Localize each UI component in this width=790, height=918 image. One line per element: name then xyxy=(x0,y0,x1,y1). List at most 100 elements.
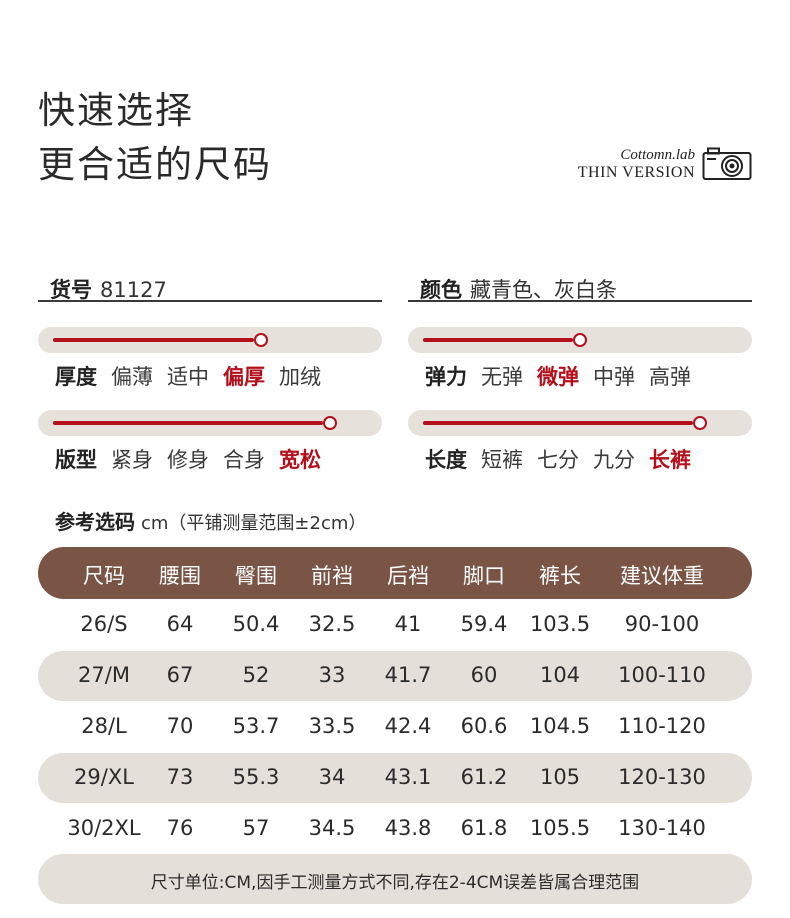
item-number-label: 货号 xyxy=(50,278,92,302)
attribute-options-1: 厚度 偏薄 适中 偏厚 加绒 xyxy=(55,361,335,391)
attribute-option-selected: 长裤 xyxy=(649,448,691,472)
table-cell: 34.5 xyxy=(308,816,356,840)
brand-name: Cottomn.lab xyxy=(620,147,695,163)
headline-line-1: 快速选择 xyxy=(38,89,194,132)
table-row: 28/L 70 53.7 33.5 42.4 60.6 104.5 110-120 xyxy=(0,702,790,752)
slider-fill xyxy=(423,338,573,342)
table-cell: 110-120 xyxy=(618,714,706,738)
attribute-title: 弹力 xyxy=(425,365,467,389)
size-table-header: 尺码 腰围 臀围 前裆 后裆 脚口 裤长 建议体重 xyxy=(38,547,752,599)
table-row: 26/S 64 50.4 32.5 41 59.4 103.5 90-100 xyxy=(0,600,790,650)
attribute-option-selected: 偏厚 xyxy=(223,365,265,389)
column-header: 裤长 xyxy=(539,564,581,588)
attribute-slider-4 xyxy=(408,410,752,436)
table-cell: 61.8 xyxy=(460,816,508,840)
headline-line-2: 更合适的尺码 xyxy=(38,143,272,186)
size-label-cell: 30/2XL xyxy=(67,816,141,840)
attribute-option: 短裤 xyxy=(481,448,523,472)
table-cell: 43.1 xyxy=(384,765,432,789)
table-cell: 52 xyxy=(242,663,270,687)
table-cell: 76 xyxy=(166,816,194,840)
table-cell: 32.5 xyxy=(308,612,356,636)
attribute-option-selected: 宽松 xyxy=(279,448,321,472)
attribute-option: 适中 xyxy=(167,365,209,389)
size-title-label: 参考选码 xyxy=(55,510,135,534)
attribute-option: 紧身 xyxy=(111,448,153,472)
table-row-stripe xyxy=(38,651,752,701)
attribute-slider-2 xyxy=(408,327,752,353)
table-row-stripe xyxy=(38,753,752,803)
table-cell: 57 xyxy=(242,816,270,840)
attribute-option: 加绒 xyxy=(279,365,321,389)
attribute-option: 中弹 xyxy=(593,365,635,389)
table-cell: 104.5 xyxy=(529,714,591,738)
table-cell: 130-140 xyxy=(618,816,706,840)
table-cell: 105.5 xyxy=(529,816,591,840)
attribute-option: 高弹 xyxy=(649,365,691,389)
size-label-cell: 29/XL xyxy=(74,765,134,789)
table-cell: 55.3 xyxy=(232,765,280,789)
attribute-option: 修身 xyxy=(167,448,209,472)
size-title-note: cm（平铺测量范围±2cm） xyxy=(141,513,367,534)
table-cell: 60.6 xyxy=(460,714,508,738)
attribute-option: 七分 xyxy=(537,448,579,472)
size-label-cell: 28/L xyxy=(81,714,127,738)
table-cell: 53.7 xyxy=(232,714,280,738)
size-label-cell: 27/M xyxy=(78,663,130,687)
attribute-option: 偏薄 xyxy=(111,365,153,389)
measurement-note: 尺寸单位:CM,因手工测量方式不同,存在2-4CM误差皆属合理范围 xyxy=(38,854,752,904)
table-cell: 33.5 xyxy=(308,714,356,738)
slider-knob xyxy=(573,333,587,347)
color-underline xyxy=(408,300,752,302)
table-cell: 70 xyxy=(166,714,194,738)
attribute-option: 无弹 xyxy=(481,365,523,389)
slider-fill xyxy=(53,421,323,425)
measurement-note-text: 尺寸单位:CM,因手工测量方式不同,存在2-4CM误差皆属合理范围 xyxy=(150,873,640,893)
column-header: 尺码 xyxy=(83,564,125,588)
table-cell: 120-130 xyxy=(618,765,706,789)
color-label: 颜色 xyxy=(420,278,462,302)
table-cell: 105 xyxy=(539,765,581,789)
table-cell: 33 xyxy=(318,663,346,687)
attribute-option-selected: 微弹 xyxy=(537,365,579,389)
item-number: 货号 81127 xyxy=(50,274,167,302)
table-cell: 50.4 xyxy=(232,612,280,636)
table-cell: 100-110 xyxy=(618,663,706,687)
slider-knob xyxy=(323,416,337,430)
color-info: 颜色 藏青色、灰白条 xyxy=(420,274,617,302)
brand-version: THIN VERSION xyxy=(577,164,695,181)
attribute-slider-3 xyxy=(38,410,382,436)
table-cell: 42.4 xyxy=(384,714,432,738)
table-cell: 60 xyxy=(470,663,498,687)
attribute-title: 厚度 xyxy=(55,365,97,389)
table-cell: 59.4 xyxy=(460,612,508,636)
attribute-options-3: 版型 紧身 修身 合身 宽松 xyxy=(55,444,335,474)
slider-knob xyxy=(254,333,268,347)
attribute-option: 九分 xyxy=(593,448,635,472)
table-cell: 90-100 xyxy=(624,612,700,636)
item-underline xyxy=(38,300,382,302)
slider-fill xyxy=(423,421,693,425)
slider-knob xyxy=(693,416,707,430)
column-header: 腰围 xyxy=(159,564,201,588)
item-number-value: 81127 xyxy=(100,278,167,302)
color-value: 藏青色、灰白条 xyxy=(470,278,617,302)
attribute-title: 版型 xyxy=(55,448,97,472)
attribute-title: 长度 xyxy=(425,448,467,472)
table-row: 27/M 67 52 33 41.7 60 104 100-110 xyxy=(0,651,790,701)
table-cell: 104 xyxy=(539,663,581,687)
attribute-slider-1 xyxy=(38,327,382,353)
table-cell: 67 xyxy=(166,663,194,687)
table-cell: 103.5 xyxy=(529,612,591,636)
table-cell: 43.8 xyxy=(384,816,432,840)
table-cell: 34 xyxy=(318,765,346,789)
attribute-options-2: 弹力 无弹 微弹 中弹 高弹 xyxy=(425,361,705,391)
table-cell: 73 xyxy=(166,765,194,789)
table-cell: 61.2 xyxy=(460,765,508,789)
size-label-cell: 26/S xyxy=(80,612,128,636)
attribute-options-4: 长度 短裤 七分 九分 长裤 xyxy=(425,444,705,474)
size-section-title: 参考选码 cm（平铺测量范围±2cm） xyxy=(55,506,366,535)
table-cell: 41.7 xyxy=(384,663,432,687)
camera-icon xyxy=(702,147,752,185)
table-cell: 64 xyxy=(166,612,194,636)
